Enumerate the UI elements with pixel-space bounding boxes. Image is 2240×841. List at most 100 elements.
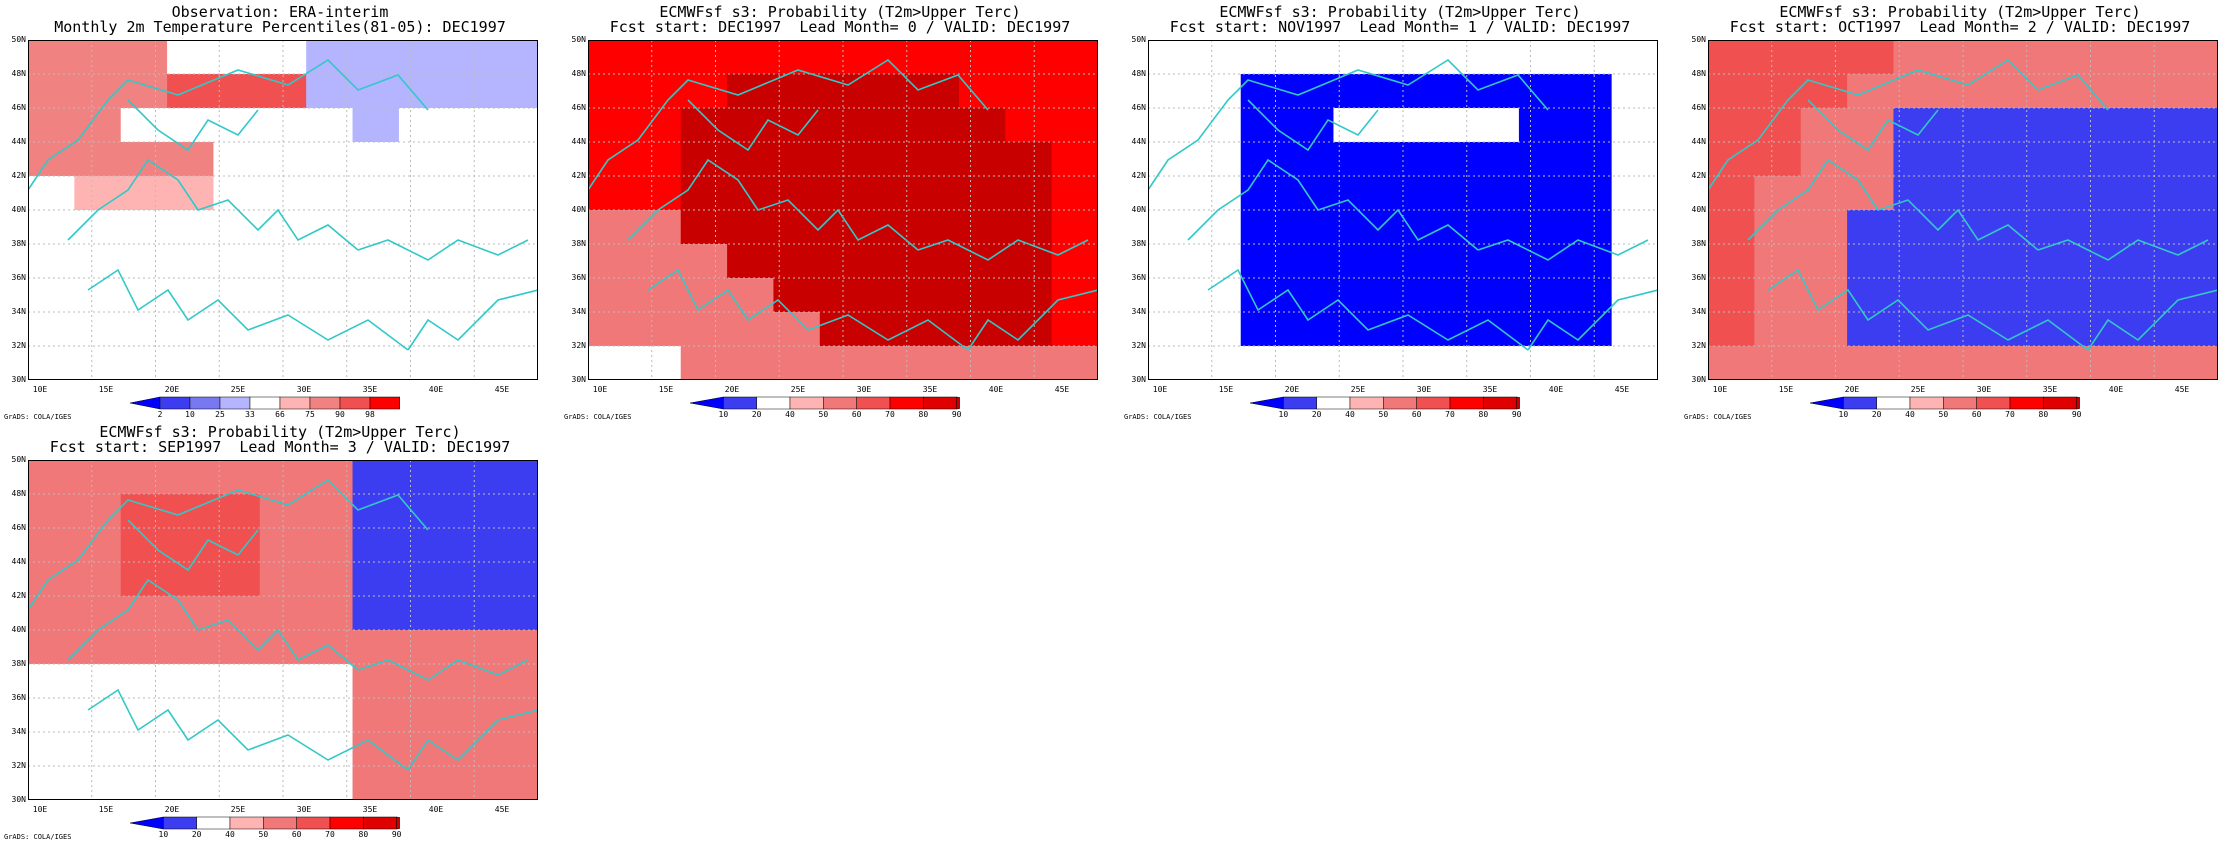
- grid-cell: [306, 244, 354, 279]
- grid-cell: [1754, 40, 1802, 75]
- grid-cell: [1847, 346, 1894, 380]
- lat-label: 32N: [11, 341, 26, 350]
- coastline: [1807, 99, 1939, 152]
- colorbar-segment: [1943, 396, 1977, 410]
- grid-cell: [352, 108, 400, 143]
- grid-cell: [491, 40, 538, 75]
- grid-cell: [1611, 244, 1658, 279]
- colorbar-segment: [1976, 396, 2011, 410]
- lon-label: 25E: [1350, 385, 1366, 394]
- colorbar-label: 90: [391, 830, 402, 839]
- grid-cell: [445, 40, 493, 75]
- grid-cell: [445, 460, 493, 495]
- grid-cell: [1426, 176, 1474, 211]
- coastline: [28, 58, 429, 191]
- colorbar-segment: [1349, 396, 1384, 410]
- lat-label: 40N: [1691, 205, 1706, 214]
- grid-cell: [1240, 312, 1288, 347]
- grid-cell: [445, 142, 493, 177]
- grid-cell: [2125, 40, 2173, 75]
- grid-cell: [866, 108, 914, 143]
- grid-cell: [1005, 176, 1053, 211]
- grid-cell: [1611, 176, 1658, 211]
- map-border: [1148, 40, 1658, 380]
- grid-cell: [1472, 312, 1520, 347]
- lat-label: 44N: [1131, 137, 1146, 146]
- grid-cell: [1194, 74, 1242, 109]
- coastline: [1708, 58, 2109, 191]
- grid-cell: [306, 346, 354, 380]
- grid-cell: [28, 460, 75, 495]
- grid-cell: [2078, 108, 2126, 143]
- grid-cell: [1708, 312, 1755, 347]
- grid-cell: [1240, 40, 1288, 75]
- colorbar: [1809, 396, 2080, 410]
- lat-label: 34N: [571, 307, 586, 316]
- colorbar-segment: [789, 396, 824, 410]
- grid-cell: [912, 346, 960, 380]
- grid-cell: [588, 278, 635, 313]
- lon-label: 10E: [32, 385, 48, 394]
- grid-cell: [588, 108, 635, 143]
- grid-cell: [680, 346, 728, 380]
- lat-label: 46N: [571, 103, 586, 112]
- grid-cell: [445, 210, 493, 245]
- grid-cell: [1800, 346, 1848, 380]
- colorbar-segment: [219, 396, 251, 410]
- grid-cell: [352, 562, 400, 597]
- colorbar-label: 40: [225, 830, 235, 839]
- grid-cell: [445, 630, 493, 665]
- grid-cell: [1426, 244, 1474, 279]
- grid-cell: [213, 142, 261, 177]
- grid-cell: [74, 40, 122, 75]
- grid-cell: [213, 460, 261, 495]
- colorbar-segment: [923, 396, 957, 410]
- colorbar-label: 60: [851, 410, 862, 419]
- grid-cell: [491, 346, 538, 380]
- grid-cell: [1194, 210, 1242, 245]
- grid-cell: [74, 562, 122, 597]
- grid-cell: [445, 664, 493, 699]
- grid-cell: [1847, 244, 1894, 279]
- grid-cell: [1893, 244, 1941, 279]
- grid-cell: [306, 664, 354, 699]
- grid-cell: [1754, 142, 1802, 177]
- grid-cell: [28, 528, 75, 563]
- colorbar-segment: [249, 396, 281, 410]
- coastline: [1477, 239, 1649, 261]
- grid-cell: [213, 562, 261, 597]
- grid-cell: [680, 244, 728, 279]
- grid-cell: [773, 210, 821, 245]
- colorbar-label: 25: [215, 410, 225, 419]
- grid-cell: [727, 210, 774, 245]
- grads-credit: GrADS: COLA/IGES: [1124, 413, 1192, 421]
- grid-cell: [2171, 108, 2218, 143]
- colorbar-label: 60: [1411, 410, 1422, 419]
- grid-cell: [1847, 210, 1894, 245]
- grid-cell: [1893, 108, 1941, 143]
- grid-cell: [1708, 244, 1755, 279]
- grid-cell: [1565, 210, 1613, 245]
- grid-cell: [1565, 108, 1613, 143]
- grid-cell: [1426, 142, 1474, 177]
- map-frame: [1708, 40, 2218, 380]
- colorbar-label: 20: [751, 410, 762, 419]
- grid-cell: [1754, 312, 1802, 347]
- grid-cell: [1800, 142, 1848, 177]
- colorbar-label: 80: [2038, 410, 2049, 419]
- grid-cell: [1005, 210, 1053, 245]
- colorbar-label: 2: [157, 410, 163, 419]
- grid-cell: [866, 346, 914, 380]
- grid-cell: [2125, 346, 2173, 380]
- grid-cell: [912, 142, 960, 177]
- grid-cell: [1708, 346, 1755, 380]
- grid-cell: [1287, 244, 1334, 279]
- coastline: [28, 478, 429, 611]
- grid-cell: [28, 732, 75, 767]
- grid-cell: [28, 244, 75, 279]
- grid-cell: [1472, 108, 1520, 143]
- lon-label: 15E: [1778, 385, 1794, 394]
- grid-cell: [120, 312, 168, 347]
- lat-label: 48N: [1691, 69, 1706, 78]
- grid-cell: [352, 528, 400, 563]
